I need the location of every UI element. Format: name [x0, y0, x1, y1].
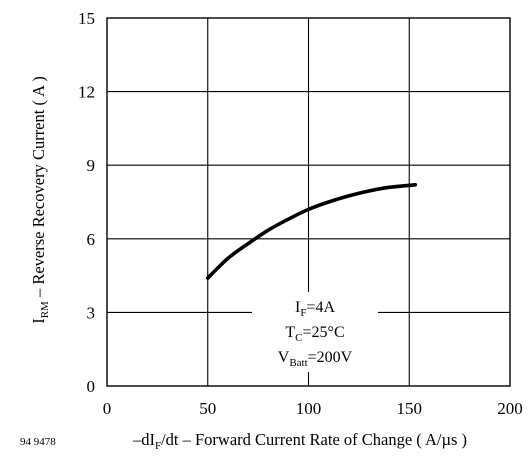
plot-frame — [106, 17, 511, 387]
y-tick-label-1: 3 — [87, 303, 96, 322]
x-tick-label-0: 0 — [103, 399, 112, 418]
annotation-background — [252, 292, 378, 372]
y-tick-label-5: 15 — [78, 9, 95, 28]
x-tick-label-4: 200 — [497, 399, 523, 418]
annotation-line-1: TC=25°C — [285, 324, 344, 344]
y-tick-label-0: 0 — [87, 377, 96, 396]
annotation-line-0: IF=4A — [295, 299, 335, 319]
y-axis-title: IRM – Reverse Recovery Current ( A ) — [29, 76, 51, 324]
x-tick-label-3: 150 — [397, 399, 423, 418]
y-tick-labels: 0 3 6 9 12 15 — [78, 9, 95, 396]
y-tick-label-2: 6 — [87, 230, 96, 249]
x-axis-title: –dIF/dt – Forward Current Rate of Change… — [132, 430, 467, 452]
series-line — [206, 183, 418, 280]
y-tick-label-4: 12 — [78, 83, 95, 102]
x-tick-labels: 0 50 100 150 200 — [103, 399, 523, 418]
grid — [107, 18, 510, 386]
annotation-line-2: VBatt=200V — [278, 349, 353, 369]
x-tick-label-2: 100 — [296, 399, 322, 418]
figure-code: 94 9478 — [20, 436, 56, 448]
y-tick-label-3: 9 — [87, 156, 96, 175]
x-tick-label-1: 50 — [199, 399, 216, 418]
annotation-box: IF=4A TC=25°C VBatt=200V — [278, 299, 353, 369]
